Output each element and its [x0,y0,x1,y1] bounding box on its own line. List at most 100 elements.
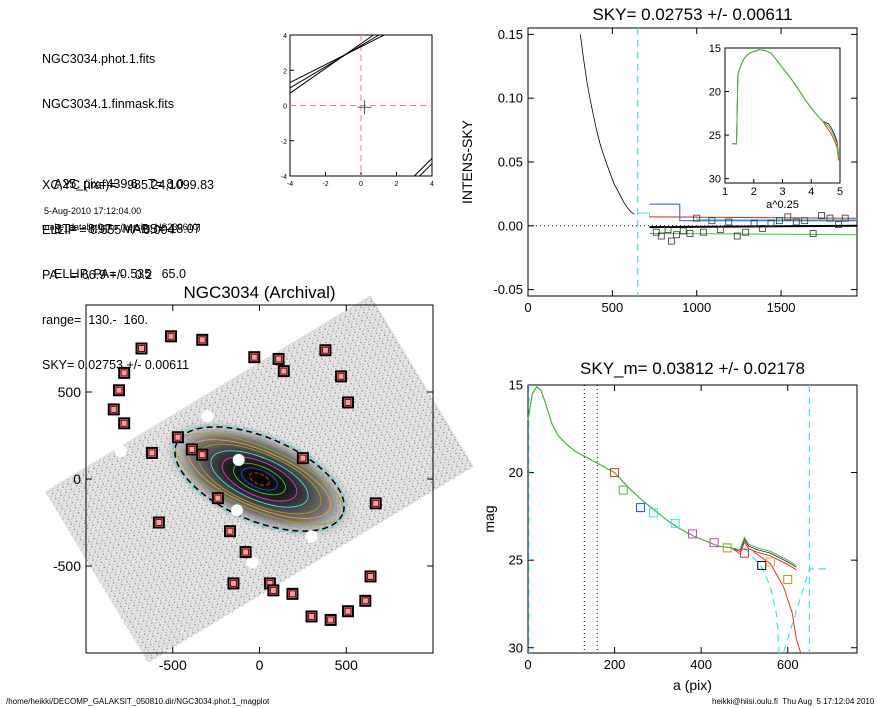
sky-square-marker [657,232,665,240]
sky-box-marker [359,594,372,607]
sky-square-marker [725,218,733,226]
galaxy-light [162,418,357,540]
sky-box-inner [155,519,163,526]
sky-box-marker [341,605,354,618]
sky-box-inner [288,590,296,598]
mag-y-tick-label: 25 [509,553,523,568]
center-diagonal-line [289,34,385,84]
galaxy-contour [210,450,309,508]
sky-square-marker [668,237,675,245]
sky-box-inner [214,494,222,502]
mag-x-tick-label: 600 [777,657,799,672]
sky-square-marker [767,219,775,227]
sky-square-marker [716,226,724,234]
sky-box-marker [118,417,131,430]
sky-square-marker [733,232,741,240]
center-diagonal-line [289,34,374,94]
sky-box-inner [361,597,369,605]
sky-box-marker [152,516,165,529]
sky-square-marker [784,213,792,221]
sky-box-marker [145,446,158,459]
image-y-tick-label: -500 [53,558,81,574]
sky-x-tick-label: 1000 [682,300,711,315]
galaxy-contour [241,467,278,491]
sky-box-inner [120,369,128,377]
sky-square-marker [693,214,701,222]
sky-box-marker [224,525,237,538]
sky-y-tick-label: 0.10 [498,91,523,106]
sky-box-marker [227,577,240,590]
mag-marker-orange [765,557,775,567]
center-xtick-label: -2 [322,181,328,188]
galaxy-contour [221,456,298,502]
sky-box-inner [250,353,258,361]
program-version: make_datalist0.pro (version HS230610) [42,222,201,232]
sky-box-inner [242,548,250,556]
mag-marker-red [739,548,749,558]
mask-hole [201,410,214,423]
mag-marker-cyan [649,508,659,518]
sky-series-line-red [649,216,858,219]
sky-y-tick-label: 0.00 [498,218,523,233]
mag-panel-title: SKY_m= 0.03812 +/- 0.02178 [580,359,805,378]
footer-path: /home/heikki/DECOMP_GALAKSIT_050810.dir/… [6,697,270,706]
sky-y-tick-label: -0.05 [493,282,523,297]
galaxy-group [162,418,357,540]
inset-xtick-label: 3 [779,186,785,198]
sky-box-marker [364,570,377,583]
mag-x-tick-label: 400 [690,657,712,672]
sky-box-marker [277,365,290,378]
mag-y-tick-label: 15 [509,378,523,393]
mag-black-curve [527,386,797,568]
mag-x-tick-label: 0 [524,657,531,672]
sky-box-inner [167,332,175,340]
mag-y-tick-label: 30 [509,640,523,655]
image-x-tick-label: 0 [256,657,264,673]
center-xtick-label: -4 [287,181,293,188]
mag-marker-olive [722,543,732,553]
inset-xtick-label: 4 [808,186,814,198]
sky-box-marker [324,613,337,626]
bt-mabs-value: BT= 8.97 MABS=-18.07 [54,222,201,236]
sky-box-inner [308,612,316,620]
sky-y-tick-label: 0.15 [498,27,523,42]
mag-marker-cyan [670,518,680,528]
sky-box-inner [280,367,288,375]
center-diagonal-line [419,163,433,177]
sky-square-marker [679,227,687,235]
sky-box-inner [110,405,118,413]
inset-ytick-label: 25 [709,130,721,142]
sky-box-inner [226,527,234,535]
mag-x-tick-label: 200 [604,657,626,672]
mag-marker-magenta [709,538,719,548]
sky-box-inner [299,454,307,462]
sky-value: SKY= 0.02753 +/- 0.00611 [42,358,190,372]
inset-xtick-label: 1 [722,186,728,198]
sky-box-inner [321,346,329,354]
sky-box-marker [369,497,382,510]
sky-panel-ylabel: INTENS-SKY [459,119,475,204]
sky-profile-line [579,34,635,215]
sky-panel-title: SKY= 0.02753 +/- 0.00611 [592,5,792,24]
sky-square-marker [801,217,809,225]
center-coords: XC,YC (iraf)= 985.24,1099.83 [42,178,214,192]
sky-box-marker [118,366,131,379]
center-ytick-label: -2 [281,139,287,146]
sky-box-marker [335,370,348,383]
sky-square-marker [664,226,672,234]
mag-marker-black [757,560,767,570]
sky-box-inner [120,419,128,427]
sky-box-inner [269,586,277,594]
image-y-tick-label: 0 [73,471,81,487]
mag-red-tail [752,550,802,654]
mask-hole [114,445,127,458]
sky-box-marker [267,584,280,597]
image-y-tick-label: 500 [58,384,82,400]
mask-hole [232,453,245,466]
sky-box-inner [344,398,352,406]
galaxy-image-panel: NGC3034 (Archival) -500 0 500 -500 0 500 [45,283,474,673]
inset-xtick-label: 5 [837,186,843,198]
run-date: 5-Aug-2010 17:12:04.00 [44,206,142,216]
mag-marker-magenta [688,529,697,539]
